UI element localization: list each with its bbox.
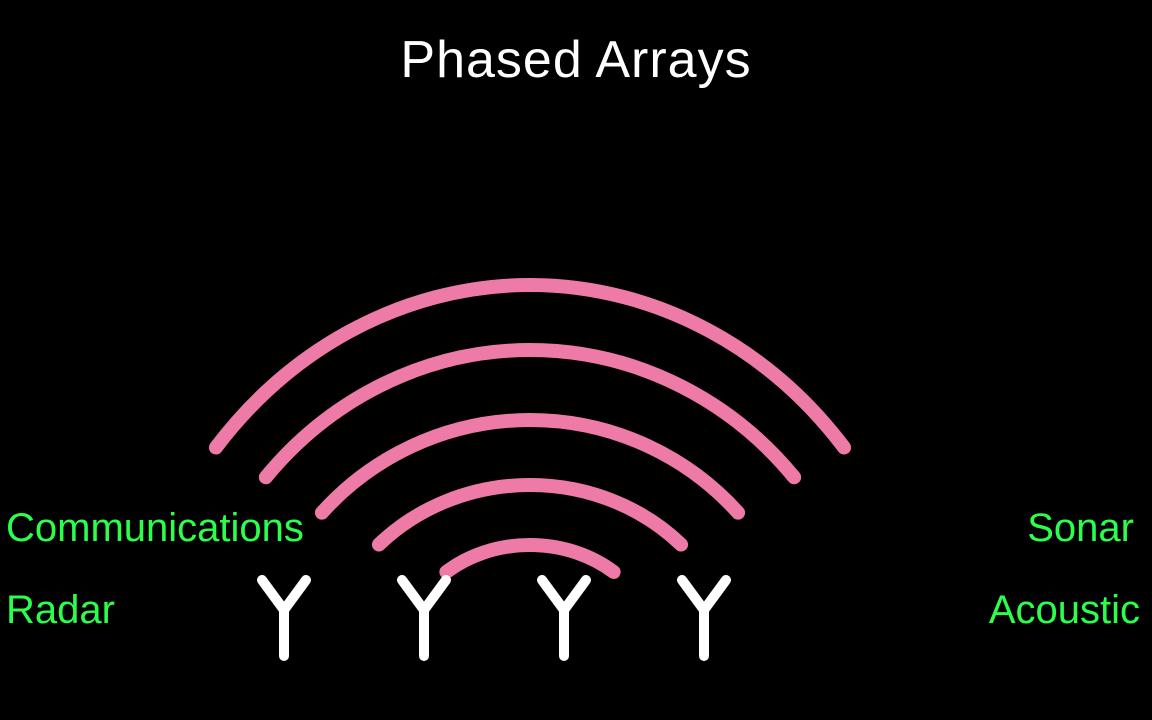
label-communications: Communications — [6, 506, 304, 551]
antenna-icon — [682, 580, 726, 656]
wave-arc-2 — [379, 485, 681, 545]
diagram-canvas — [0, 0, 1152, 720]
wave-arc-1 — [446, 545, 613, 572]
label-acoustic: Acoustic — [989, 588, 1140, 633]
antenna-icon — [262, 580, 306, 656]
wave-arc-3 — [322, 420, 738, 513]
label-sonar: Sonar — [1027, 506, 1134, 551]
wave-arcs — [216, 285, 844, 572]
antenna-icon — [402, 580, 446, 656]
antenna-icon — [542, 580, 586, 656]
stage: Phased Arrays Communications Radar Sonar… — [0, 0, 1152, 720]
antenna-array — [262, 580, 726, 656]
label-radar: Radar — [6, 588, 115, 633]
